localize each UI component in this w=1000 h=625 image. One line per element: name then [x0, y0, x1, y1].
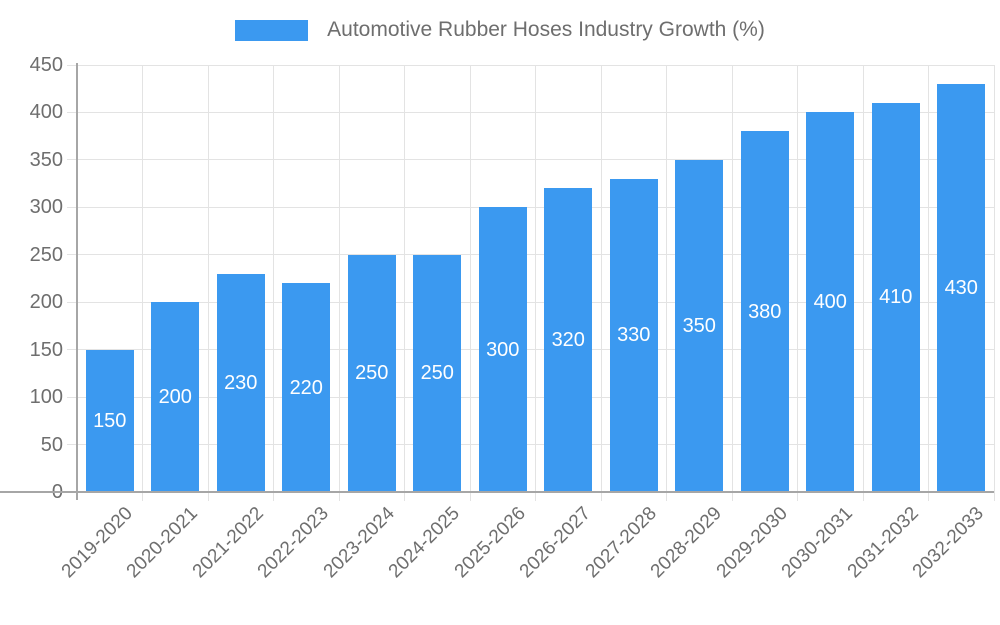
y-axis-tick: [67, 64, 77, 66]
gridline-vertical: [535, 65, 536, 492]
bar[interactable]: [347, 254, 396, 492]
legend-series-label: Automotive Rubber Hoses Industry Growth …: [327, 18, 765, 41]
bar[interactable]: [806, 112, 855, 492]
gridline-vertical: [862, 65, 864, 492]
bar[interactable]: [609, 178, 658, 492]
bar-value-label: 410: [879, 286, 913, 309]
x-axis-tick: [993, 492, 995, 501]
x-axis-tick: [862, 492, 864, 501]
bar-chart-plot-area: 0501001502002503003504004501502019-20202…: [0, 54, 995, 582]
bar-value-label: 200: [158, 386, 192, 409]
gridline-vertical: [338, 65, 340, 492]
bar[interactable]: [544, 188, 593, 492]
x-axis-tick: [338, 492, 340, 501]
x-axis-label: 2031-2032: [843, 503, 923, 583]
y-axis-tick: [67, 349, 77, 351]
x-axis-tick: [666, 492, 667, 501]
gridline-vertical: [207, 65, 209, 492]
bar[interactable]: [740, 131, 789, 492]
bar[interactable]: [871, 102, 920, 492]
x-axis-label: 2020-2021: [122, 503, 203, 583]
x-axis-label: 2028-2029: [646, 503, 727, 583]
x-axis-label: 2030-2031: [777, 503, 858, 583]
y-axis-tick: [67, 444, 77, 446]
bar-value-label: 150: [93, 409, 127, 432]
bar-value-label: 250: [355, 362, 389, 385]
gridline-vertical: [731, 65, 733, 492]
bar[interactable]: [151, 302, 200, 492]
x-axis-tick: [207, 492, 209, 501]
x-axis-line: [0, 491, 994, 493]
gridline-vertical: [600, 65, 602, 492]
x-axis-label: 2021-2022: [188, 503, 268, 583]
x-axis-label: 2025-2026: [450, 503, 530, 583]
x-axis-tick: [928, 492, 929, 501]
y-axis-label: 350: [29, 148, 63, 171]
gridline-vertical: [797, 65, 798, 492]
bar-value-label: 330: [617, 324, 651, 347]
gridline-vertical: [993, 65, 995, 492]
y-axis-label: 200: [29, 291, 63, 314]
legend-swatch-icon: [235, 19, 309, 41]
y-axis-tick: [67, 206, 77, 208]
x-axis-tick: [404, 492, 405, 501]
gridline-vertical: [469, 65, 471, 492]
x-axis-label: 2027-2028: [581, 503, 661, 583]
bar[interactable]: [478, 207, 527, 492]
y-axis-label: 250: [29, 243, 63, 266]
x-axis-label: 2023-2024: [319, 503, 399, 583]
gridline-vertical: [142, 65, 143, 492]
y-axis-tick: [67, 396, 77, 398]
bar-value-label: 430: [944, 276, 978, 299]
y-axis-label: 50: [40, 433, 63, 456]
x-axis-label: 2022-2023: [253, 503, 334, 583]
x-axis-tick: [600, 492, 602, 501]
y-axis-tick: [67, 159, 77, 161]
y-axis-label: 450: [29, 54, 63, 76]
bar[interactable]: [413, 254, 462, 492]
bar[interactable]: [937, 83, 986, 492]
y-axis-label: 150: [29, 338, 63, 361]
y-axis-label: 100: [29, 386, 63, 409]
y-axis-label: 300: [29, 196, 63, 219]
bar-value-label: 400: [813, 291, 847, 314]
bar-value-label: 220: [289, 376, 323, 399]
bar[interactable]: [216, 273, 265, 492]
bar-value-label: 250: [420, 362, 454, 385]
bar-value-label: 380: [748, 300, 782, 323]
bar[interactable]: [282, 283, 331, 492]
x-axis-tick: [273, 492, 274, 501]
bar[interactable]: [675, 159, 724, 492]
gridline-vertical: [404, 65, 405, 492]
y-axis-label: 400: [29, 101, 63, 124]
x-axis-label: 2024-2025: [384, 503, 465, 583]
x-axis-tick: [731, 492, 733, 501]
x-axis-tick: [469, 492, 471, 501]
gridline-vertical: [273, 65, 274, 492]
y-axis-tick: [67, 111, 77, 113]
y-axis-line: [76, 63, 78, 500]
x-axis-label: 2032-2033: [908, 503, 989, 583]
y-axis-tick: [67, 254, 77, 256]
x-axis-tick: [797, 492, 798, 501]
x-axis-label: 2026-2027: [515, 503, 596, 583]
bar[interactable]: [85, 349, 134, 492]
chart-legend[interactable]: Automotive Rubber Hoses Industry Growth …: [0, 16, 1000, 44]
bar-value-label: 350: [682, 314, 716, 337]
bar-value-label: 230: [224, 371, 258, 394]
bar-value-label: 300: [486, 338, 520, 361]
x-axis-label: 2019-2020: [57, 503, 137, 583]
x-axis-tick: [142, 492, 143, 501]
x-axis-tick: [535, 492, 536, 501]
bar-value-label: 320: [551, 329, 585, 352]
x-axis-label: 2029-2030: [712, 503, 792, 583]
gridline-vertical: [666, 65, 667, 492]
gridline-vertical: [928, 65, 929, 492]
y-axis-tick: [67, 301, 77, 303]
